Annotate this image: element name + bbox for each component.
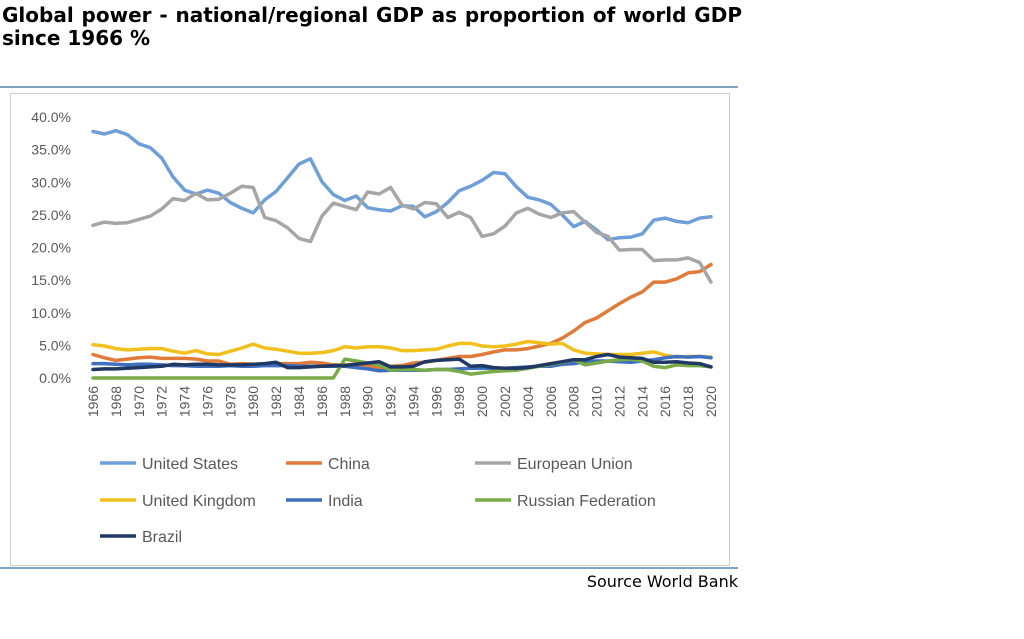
series-line-european-union <box>91 184 713 284</box>
x-tick-label: 2012 <box>611 386 627 417</box>
x-tick-label: 1990 <box>360 386 376 417</box>
series-lines <box>91 128 713 380</box>
chart-frame: 0.0% 5.0% 10.0% 15.0% 20.0% 25.0% 30.0% 35.0% 40… <box>10 93 730 566</box>
x-tick-label: 1998 <box>451 386 467 417</box>
legend-label-united-kingdom: United Kingdom <box>142 493 256 510</box>
x-tick-label: 1974 <box>177 386 193 417</box>
source-note: Source World Bank <box>586 572 738 591</box>
x-tick-label: 1992 <box>383 386 399 417</box>
top-divider <box>0 86 738 88</box>
x-tick-label: 2004 <box>520 386 536 417</box>
x-tick-label: 2006 <box>543 386 559 417</box>
y-tick-label: 30.0% <box>31 174 71 190</box>
page-title: Global power - national/regional GDP as … <box>2 3 742 50</box>
x-tick-label: 1994 <box>405 386 421 417</box>
x-axis-tick-labels: 1966 1968 1970 1972 1974 1976 1978 1980 1982 1984… <box>85 386 719 417</box>
y-tick-label: 10.0% <box>31 305 71 321</box>
x-tick-label: 1978 <box>222 386 238 417</box>
y-tick-label: 15.0% <box>31 272 71 288</box>
legend-label-european-union: European Union <box>517 456 633 473</box>
series-line-united-states <box>91 128 713 242</box>
y-tick-label: 5.0% <box>39 337 71 353</box>
x-tick-label: 1976 <box>199 386 215 417</box>
y-tick-label: 35.0% <box>31 142 71 158</box>
series-line-brazil <box>91 352 713 372</box>
x-tick-label: 1970 <box>131 386 147 417</box>
x-tick-label: 1996 <box>428 386 444 417</box>
x-tick-label: 2014 <box>634 386 650 417</box>
x-tick-label: 1986 <box>314 386 330 417</box>
y-axis-tick-labels: 0.0% 5.0% 10.0% 15.0% 20.0% 25.0% 30.0% 35.0% 40… <box>31 109 71 386</box>
x-tick-label: 1972 <box>154 386 170 417</box>
gdp-line-chart: 0.0% 5.0% 10.0% 15.0% 20.0% 25.0% 30.0% 35.0% 40… <box>31 109 719 546</box>
x-tick-label: 1968 <box>108 386 124 417</box>
legend: United States China European Union United K… <box>100 456 656 546</box>
x-tick-label: 2018 <box>680 386 696 417</box>
legend-label-india: India <box>328 493 363 510</box>
legend-label-brazil: Brazil <box>142 529 182 546</box>
x-tick-label: 1982 <box>268 386 284 417</box>
x-tick-label: 1980 <box>245 386 261 417</box>
y-tick-label: 40.0% <box>31 109 71 125</box>
x-tick-label: 2020 <box>703 386 719 417</box>
x-tick-label: 2016 <box>657 386 673 417</box>
legend-label-russian-federation: Russian Federation <box>517 493 656 510</box>
bottom-divider <box>0 567 738 569</box>
y-tick-label: 20.0% <box>31 240 71 256</box>
x-tick-label: 2002 <box>497 386 513 417</box>
legend-label-china: China <box>328 456 370 473</box>
y-tick-label: 25.0% <box>31 207 71 223</box>
x-tick-label: 1988 <box>337 386 353 417</box>
x-tick-label: 2008 <box>566 386 582 417</box>
x-tick-label: 2000 <box>474 386 490 417</box>
x-tick-label: 1966 <box>85 386 101 417</box>
x-tick-label: 2010 <box>589 386 605 417</box>
series-line-russian-federation <box>91 357 713 380</box>
x-tick-label: 1984 <box>291 386 307 417</box>
legend-label-united-states: United States <box>142 456 238 473</box>
y-tick-label: 0.0% <box>39 370 71 386</box>
series-line-united-kingdom <box>91 339 713 359</box>
